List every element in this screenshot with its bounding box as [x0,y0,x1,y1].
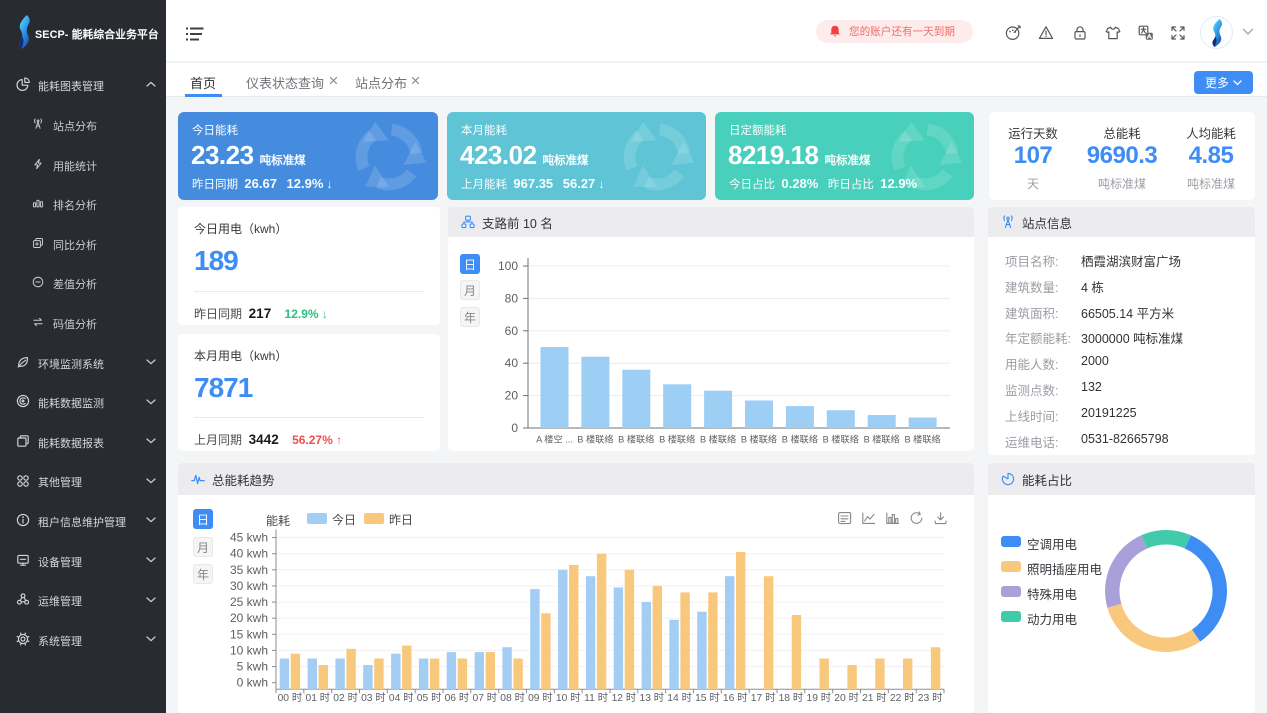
svg-text:40: 40 [505,356,519,370]
svg-text:A 楼空 ...: A 楼空 ... [536,434,573,445]
svg-text:B 楼联络: B 楼联络 [864,434,900,445]
svg-text:B 楼联络: B 楼联络 [659,434,695,445]
svg-text:B 楼联络: B 楼联络 [618,434,654,445]
svg-text:0 kwh: 0 kwh [237,676,268,690]
svg-text:B 楼联络: B 楼联络 [823,434,859,445]
svg-text:05 时: 05 时 [417,692,442,704]
svg-text:03 时: 03 时 [361,692,386,704]
svg-text:18 时: 18 时 [779,692,804,704]
svg-text:B 楼联络: B 楼联络 [904,434,940,445]
svg-text:19 时: 19 时 [806,692,831,704]
svg-text:40 kwh: 40 kwh [230,547,268,561]
svg-text:20 kwh: 20 kwh [230,611,268,625]
svg-text:B 楼联络: B 楼联络 [782,434,818,445]
svg-text:08 时: 08 时 [500,692,525,704]
svg-text:15 时: 15 时 [695,692,720,704]
svg-text:01 时: 01 时 [305,692,330,704]
svg-text:04 时: 04 时 [389,692,414,704]
svg-text:23 时: 23 时 [918,692,943,704]
svg-text:13 时: 13 时 [639,692,664,704]
svg-text:15 kwh: 15 kwh [230,627,268,641]
svg-text:B 楼联络: B 楼联络 [741,434,777,445]
svg-text:45 kwh: 45 kwh [230,531,268,545]
svg-text:06 时: 06 时 [445,692,470,704]
svg-text:00 时: 00 时 [278,692,303,704]
svg-text:B 楼联络: B 楼联络 [577,434,613,445]
svg-text:12 时: 12 时 [612,692,637,704]
svg-text:11 时: 11 时 [584,692,608,704]
svg-text:20 时: 20 时 [834,692,859,704]
svg-text:B 楼联络: B 楼联络 [700,434,736,445]
svg-text:02 时: 02 时 [333,692,358,704]
svg-text:今日: 今日 [332,512,356,527]
svg-text:5 kwh: 5 kwh [237,660,268,674]
svg-text:60: 60 [505,324,519,338]
svg-text:09 时: 09 时 [528,692,553,704]
svg-text:100: 100 [498,259,518,273]
svg-text:80: 80 [505,291,519,305]
svg-text:10 kwh: 10 kwh [230,643,268,657]
svg-text:07 时: 07 时 [472,692,497,704]
svg-text:22 时: 22 时 [890,692,915,704]
svg-text:21 时: 21 时 [862,692,887,704]
svg-text:35 kwh: 35 kwh [230,563,268,577]
svg-text:昨日: 昨日 [389,513,413,527]
svg-text:14 时: 14 时 [667,692,692,704]
svg-text:30 kwh: 30 kwh [230,579,268,593]
svg-text:16 时: 16 时 [723,692,748,704]
svg-text:0: 0 [511,421,518,435]
svg-text:25 kwh: 25 kwh [230,595,268,609]
svg-text:17 时: 17 时 [751,692,776,704]
svg-text:能耗: 能耗 [266,514,290,528]
svg-text:10 时: 10 时 [556,692,581,704]
svg-text:20: 20 [505,389,519,403]
